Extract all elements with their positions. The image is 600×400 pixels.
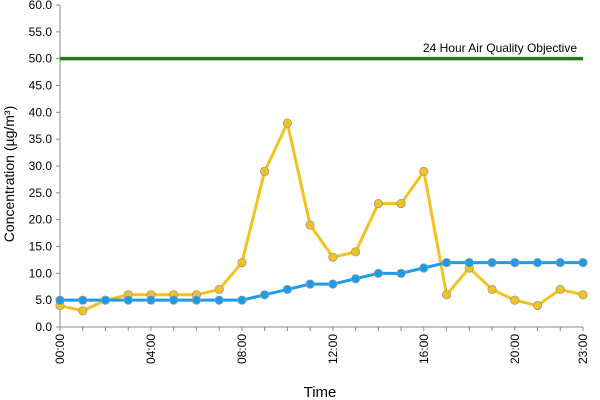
series-1-point	[282, 118, 292, 128]
x-tick-label: 16:00	[417, 334, 431, 364]
series-2-point	[146, 295, 156, 305]
series-2-point	[373, 268, 383, 278]
series-2-point	[351, 274, 361, 284]
series-2-point	[396, 268, 406, 278]
series-1-point	[487, 284, 497, 295]
x-axis-title: Time	[304, 384, 337, 400]
y-tick-label: 0.0	[35, 320, 52, 334]
y-tick-label: 40.0	[29, 105, 53, 119]
series-1-point	[555, 284, 565, 295]
series-1-point	[260, 166, 270, 176]
y-tick-label: 60.0	[29, 0, 53, 12]
series-1-point	[578, 290, 588, 300]
reference-line-label: 24 Hour Air Quality Objective	[423, 41, 577, 55]
y-tick-label: 10.0	[29, 266, 53, 280]
series-2-point	[191, 295, 202, 305]
series-1-point	[237, 257, 247, 268]
series-1-point	[373, 198, 383, 209]
series-1-point	[78, 306, 88, 316]
series-1-point	[441, 290, 452, 300]
series-1-point	[328, 252, 338, 262]
series-2-point	[260, 290, 270, 300]
series-1-point	[532, 300, 543, 311]
x-tick-label: 20:00	[508, 334, 522, 364]
x-tick-label: 04:00	[144, 334, 158, 364]
y-tick-label: 55.0	[29, 25, 53, 39]
series-2-point	[532, 257, 543, 268]
series-1	[55, 118, 588, 316]
y-tick-label: 45.0	[29, 79, 53, 93]
series-2-point	[55, 295, 65, 305]
y-tick-label: 15.0	[29, 240, 53, 254]
series-2-point	[555, 257, 565, 268]
series-1-point	[510, 295, 520, 305]
series-group	[55, 118, 588, 316]
series-1-point	[214, 284, 224, 295]
series-2	[55, 257, 588, 305]
series-2-point	[100, 295, 111, 305]
y-tick-label: 25.0	[29, 186, 53, 200]
series-2-point	[214, 295, 224, 305]
x-tick-labels: 00:00 04:00 08:00 12:00 16:00 20:00 23:00	[53, 334, 590, 364]
y-tick-label: 50.0	[29, 52, 53, 66]
series-1-point	[396, 198, 406, 209]
series-2-point	[237, 295, 247, 305]
axes	[56, 4, 584, 331]
series-2-point	[464, 257, 474, 268]
series-2-point	[78, 295, 88, 305]
series-1-point	[305, 220, 315, 230]
series-2-point	[419, 263, 429, 273]
y-tick-label: 35.0	[29, 132, 53, 146]
series-2-point	[305, 279, 315, 289]
x-tick-label: 00:00	[53, 334, 67, 364]
y-tick-label: 30.0	[29, 159, 53, 173]
y-tick-label: 20.0	[29, 213, 53, 227]
series-2-point	[487, 257, 497, 268]
series-2-point	[510, 257, 520, 268]
series-1-point	[351, 247, 361, 257]
x-tick-label: 12:00	[326, 334, 340, 364]
y-axis-title: Concentration (µg/m³)	[1, 106, 17, 242]
series-2-point	[441, 257, 452, 268]
y-tick-label: 5.0	[35, 293, 52, 307]
y-tick-labels: 0.0 5.0 10.0 15.0 20.0 25.0 30.0 35.0 40.0 45.0 50…	[29, 0, 53, 334]
series-2-point	[169, 295, 179, 305]
series-2-point	[123, 295, 133, 305]
series-2-point	[578, 257, 588, 268]
series-1-point	[419, 166, 429, 176]
series-2-point	[282, 284, 292, 295]
x-tick-label: 23:00	[576, 334, 590, 364]
x-tick-label: 08:00	[235, 334, 249, 364]
series-2-point	[328, 279, 338, 289]
